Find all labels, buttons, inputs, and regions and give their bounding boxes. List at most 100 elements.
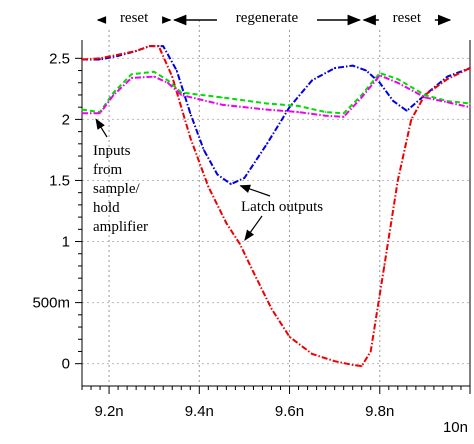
data-point (221, 103, 223, 106)
data-point (81, 112, 83, 115)
data-point (99, 112, 101, 115)
data-point (130, 73, 133, 75)
data-point (392, 100, 395, 102)
data-point (153, 71, 155, 73)
data-point (166, 79, 169, 82)
annotation-line: from (93, 162, 122, 178)
data-point (424, 94, 426, 96)
phase-label-bg (106, 7, 163, 27)
data-point (410, 118, 413, 121)
data-point (189, 136, 192, 139)
data-point (288, 106, 291, 108)
data-point (351, 64, 354, 67)
data-point (379, 82, 381, 84)
data-point (446, 101, 449, 104)
data-point (130, 77, 133, 79)
y-tick-label: 500m (32, 295, 70, 312)
data-point (342, 116, 345, 118)
data-point (162, 45, 164, 47)
data-point (221, 96, 223, 99)
data-point (351, 364, 354, 366)
data-point (288, 336, 291, 338)
data-point (333, 67, 336, 69)
y-tick-label: 1.5 (49, 172, 70, 189)
data-point (446, 75, 449, 78)
data-point (424, 96, 426, 99)
data-point (203, 149, 205, 151)
x-tick-label: 10n (443, 419, 468, 436)
phase-label: reset (393, 10, 422, 26)
data-point (99, 58, 101, 61)
annotation-line: sample/ (93, 181, 140, 197)
data-point (157, 45, 160, 47)
y-tick-label: 1 (62, 234, 70, 251)
data-point (112, 91, 115, 94)
data-point (324, 111, 327, 113)
axes (75, 40, 471, 394)
series-line (82, 45, 471, 186)
data-point (243, 177, 246, 179)
annotation-arrow (239, 184, 271, 197)
data-point (406, 110, 408, 112)
phase-label: regenerate (236, 10, 299, 26)
data-point (112, 94, 115, 96)
data-point (360, 96, 363, 99)
series-line (81, 70, 471, 115)
data-point (379, 72, 381, 74)
annotation-latch: Latch outputs (241, 199, 323, 215)
data-point (175, 69, 178, 72)
phase-arrows: reset regenerate reset (96, 7, 452, 27)
data-point (333, 360, 336, 363)
data-point (270, 307, 273, 310)
y-tick-label: 0 (62, 356, 70, 373)
data-point (117, 53, 119, 56)
annotation-arrow (95, 118, 108, 138)
grid (82, 20, 470, 384)
data-point (148, 45, 151, 47)
data-point (239, 243, 241, 245)
data-point (266, 102, 268, 105)
series-line (82, 74, 471, 118)
annotation-line: amplifier (93, 219, 148, 235)
data-point (230, 183, 232, 185)
data-point (369, 350, 372, 353)
data-point (216, 173, 219, 176)
data-point (189, 112, 192, 115)
data-point (180, 94, 183, 96)
data-point (266, 108, 268, 111)
data-point (446, 78, 449, 80)
x-tick-label: 9.8n (365, 403, 394, 420)
data-point (469, 102, 471, 105)
phase-label: reset (120, 10, 149, 26)
data-point (360, 365, 363, 367)
data-point (469, 106, 471, 108)
annotations: Inputs from sample/hold amplifier Latch outp… (93, 118, 323, 241)
data-point (252, 271, 255, 273)
annotation-arrow (244, 215, 263, 241)
data-point (207, 185, 210, 188)
data-point (383, 265, 386, 267)
data-point (266, 143, 268, 145)
data-point (81, 58, 83, 61)
x-tick-label: 9.4n (185, 403, 214, 420)
phase-label-bg (378, 7, 435, 27)
data-point (171, 75, 173, 78)
data-point (297, 111, 300, 113)
data-point (297, 105, 300, 107)
annotation-line: hold (93, 200, 120, 216)
phase-label-bg (216, 7, 317, 27)
data-point (324, 114, 327, 117)
data-point (397, 82, 399, 84)
data-point (311, 353, 313, 355)
x-tick-label: 9.2n (94, 403, 123, 420)
data-point (365, 69, 368, 72)
data-point (153, 75, 155, 78)
data-point (379, 74, 381, 77)
data-point (342, 112, 345, 115)
data-point (311, 79, 313, 82)
y-tick-label: 2.5 (49, 50, 70, 67)
data-point (135, 50, 137, 52)
annotation-line: Inputs (93, 143, 131, 159)
series-lines (81, 45, 471, 368)
